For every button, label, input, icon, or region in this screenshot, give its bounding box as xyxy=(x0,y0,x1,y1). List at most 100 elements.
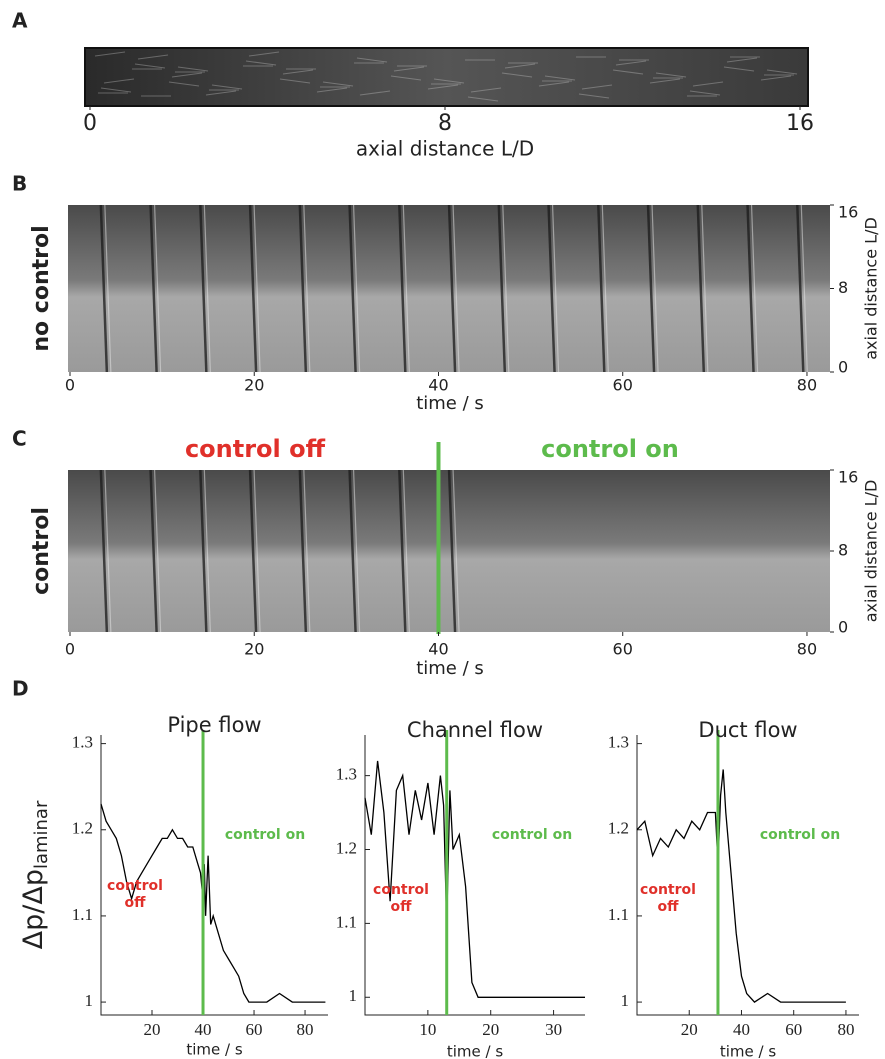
texture xyxy=(581,84,613,90)
x-tick-label: 20 xyxy=(681,1020,698,1039)
x-tick-label: 60 xyxy=(613,376,633,395)
y-tick-label: 1.1 xyxy=(608,905,629,924)
y-tick-label: 1.1 xyxy=(336,912,357,931)
texture xyxy=(103,78,135,84)
line-series xyxy=(100,803,326,1003)
panel-label: D xyxy=(12,677,29,701)
y-axis-label: Δp/Δplaminar xyxy=(18,800,53,949)
annotation: control xyxy=(107,878,163,894)
puff-stripe xyxy=(248,469,258,633)
texture xyxy=(137,54,169,60)
puff-stripe xyxy=(298,469,308,633)
puff-stripe xyxy=(402,469,410,633)
x-tick-label: 0 xyxy=(65,376,75,395)
annotation: control on xyxy=(760,827,840,843)
puff-stripe xyxy=(298,204,308,373)
y-tick-label: 1.3 xyxy=(72,733,93,752)
texture xyxy=(760,75,792,81)
puff-stripe xyxy=(601,204,609,373)
puff-stripe xyxy=(253,469,261,633)
puff-stripe xyxy=(199,469,208,633)
annotation: control on xyxy=(492,827,572,843)
puff-stripe xyxy=(447,204,457,373)
y2-tick-label: 16 xyxy=(838,468,858,487)
texture xyxy=(177,66,209,72)
y-tick-label: 1.2 xyxy=(72,819,93,838)
y-tick-label: 1.1 xyxy=(72,905,93,924)
x-tick-label: 60 xyxy=(246,1020,263,1039)
y-tick-label: 1.3 xyxy=(608,733,629,752)
space-time-image xyxy=(68,204,830,373)
texture xyxy=(427,84,459,90)
y2-tick-label: 8 xyxy=(838,541,848,560)
y2-tick-label: 8 xyxy=(838,278,848,297)
x-axis-label: time / s xyxy=(720,1043,776,1059)
puff-stripe xyxy=(597,204,606,373)
puff-stripe xyxy=(796,204,805,373)
puff-stripe xyxy=(203,469,211,633)
annotation: control xyxy=(373,882,429,898)
chart-title: Pipe flow xyxy=(167,713,261,737)
y-tick-label: 1.3 xyxy=(336,765,357,784)
space-time-image xyxy=(68,469,830,633)
puff-stripe xyxy=(651,204,659,373)
y-axis-label: no control xyxy=(29,225,54,351)
texture xyxy=(359,90,391,96)
x-tick-label: 80 xyxy=(297,1020,314,1039)
y-tick-label: 1.2 xyxy=(608,819,629,838)
puff-stripe xyxy=(248,204,258,373)
annotation: control xyxy=(640,882,696,898)
line-series xyxy=(636,769,846,1003)
texture xyxy=(279,78,311,84)
puff-stripe xyxy=(352,469,361,633)
x-tick-label: 8 xyxy=(438,111,452,136)
y-tick-label: 1.2 xyxy=(336,838,357,857)
puff-stripe xyxy=(104,204,112,373)
axes xyxy=(364,735,585,1016)
texture xyxy=(100,87,132,93)
texture xyxy=(171,72,203,78)
puff-stripe xyxy=(348,204,357,373)
puff-stripe xyxy=(99,469,109,633)
x-tick-label: 80 xyxy=(837,1020,854,1039)
x-tick-label: 40 xyxy=(733,1020,750,1039)
x-tick-label: 60 xyxy=(785,1020,802,1039)
pipe-image xyxy=(84,47,809,107)
x-tick-label: 20 xyxy=(244,376,264,395)
line-series xyxy=(364,760,585,998)
annotation: off xyxy=(125,895,147,911)
texture xyxy=(205,90,237,96)
puff-stripe xyxy=(203,204,211,373)
axes xyxy=(636,735,859,1016)
y2-tick-label: 0 xyxy=(838,618,848,637)
panel-label: A xyxy=(12,9,28,33)
annotation: control on xyxy=(541,435,679,463)
texture xyxy=(649,78,681,84)
x-axis-label: time / s xyxy=(416,393,484,414)
texture xyxy=(168,81,200,87)
texture xyxy=(245,60,277,66)
x-axis-label: time / s xyxy=(416,658,484,679)
texture xyxy=(211,84,243,90)
chart-title: Duct flow xyxy=(698,718,797,742)
texture xyxy=(692,81,724,87)
y2-axis-label: axial distance L/D xyxy=(862,217,881,360)
texture xyxy=(433,78,465,84)
puff-stripe xyxy=(104,469,112,633)
puff-stripe xyxy=(153,469,162,633)
texture xyxy=(766,69,798,75)
puff-stripe xyxy=(348,469,357,633)
x-tick-label: 40 xyxy=(195,1020,212,1039)
y2-tick-label: 0 xyxy=(838,358,848,377)
puff-stripe xyxy=(497,204,507,373)
texture xyxy=(726,57,758,63)
texture xyxy=(356,57,388,63)
y2-tick-label: 16 xyxy=(838,203,858,222)
puff-stripe xyxy=(447,469,457,633)
texture xyxy=(470,87,502,93)
puff-stripe xyxy=(750,204,759,373)
panel-label: B xyxy=(12,172,27,196)
annotation: control on xyxy=(225,827,305,843)
